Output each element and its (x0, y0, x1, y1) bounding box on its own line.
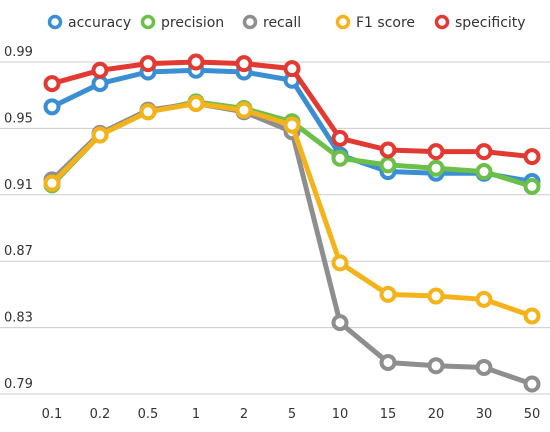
legend-marker (335, 14, 351, 30)
legend-marker (434, 14, 450, 30)
y-tick-label: 0.95 (4, 111, 33, 126)
series-precision (43, 93, 541, 195)
x-tick-label: 0.2 (90, 407, 111, 422)
series-f1-score (43, 95, 541, 325)
data-point (379, 285, 397, 303)
data-point (331, 149, 349, 167)
data-point (427, 159, 445, 177)
grid-lines (0, 61, 550, 395)
data-point (523, 375, 541, 393)
data-point (427, 143, 445, 161)
data-point (139, 55, 157, 73)
data-point (91, 61, 109, 79)
data-point (187, 53, 205, 71)
data-point (475, 358, 493, 376)
data-point (331, 314, 349, 332)
x-tick-label: 0.1 (42, 407, 63, 422)
legend-label: recall (263, 15, 301, 31)
data-point (139, 103, 157, 121)
data-point (43, 75, 61, 93)
data-point (187, 95, 205, 112)
data-point (283, 116, 301, 134)
data-point (43, 174, 61, 192)
legend-label: specificity (455, 15, 526, 31)
legend-label: accuracy (68, 15, 131, 31)
data-point (379, 141, 397, 159)
y-tick-label: 0.87 (4, 244, 33, 259)
x-tick-label: 2 (240, 407, 248, 422)
series-line (49, 101, 535, 387)
legend-label: precision (161, 15, 224, 31)
data-point (235, 55, 253, 73)
data-point (331, 129, 349, 147)
legend-item: specificity (434, 14, 526, 31)
legend-item: accuracy (47, 14, 131, 31)
legend-marker (140, 14, 156, 30)
x-axis-ticks: 0.1 0.2 0.5 1 2 5 10 15 20 30 50 (42, 407, 541, 422)
data-point (475, 290, 493, 308)
x-tick-label: 50 (524, 407, 541, 422)
legend-marker (242, 14, 258, 30)
x-tick-label: 30 (476, 407, 493, 422)
legend-item: F1 score (335, 14, 415, 31)
data-point (523, 148, 541, 166)
x-tick-label: 15 (380, 407, 397, 422)
series-recall (43, 95, 541, 393)
x-tick-label: 10 (332, 407, 349, 422)
series-specificity (43, 53, 541, 166)
data-point (523, 178, 541, 195)
legend-item: precision (140, 14, 224, 31)
y-tick-label: 0.99 (4, 45, 33, 60)
data-point (523, 307, 541, 325)
data-point (475, 163, 493, 181)
x-tick-label: 20 (428, 407, 445, 422)
y-tick-label: 0.91 (4, 178, 33, 193)
legend: accuracy precision recall F1 score specifici… (47, 14, 526, 31)
data-point (283, 60, 301, 78)
series-group (43, 53, 541, 393)
legend-item: recall (242, 14, 301, 31)
data-point (475, 143, 493, 161)
x-tick-label: 0.5 (138, 407, 159, 422)
y-tick-label: 0.79 (4, 377, 33, 392)
y-axis-ticks: 0.79 0.83 0.87 0.91 0.95 0.99 (4, 45, 33, 392)
data-point (427, 287, 445, 305)
data-point (331, 254, 349, 272)
data-point (379, 353, 397, 371)
data-point (91, 126, 109, 144)
data-point (91, 75, 109, 93)
y-tick-label: 0.83 (4, 311, 33, 326)
x-tick-label: 1 (192, 407, 200, 422)
data-point (43, 98, 61, 116)
data-point (379, 156, 397, 174)
data-point (427, 357, 445, 375)
x-tick-label: 5 (288, 407, 296, 422)
data-point (235, 101, 253, 119)
legend-marker (47, 14, 63, 30)
legend-label: F1 score (356, 15, 415, 31)
